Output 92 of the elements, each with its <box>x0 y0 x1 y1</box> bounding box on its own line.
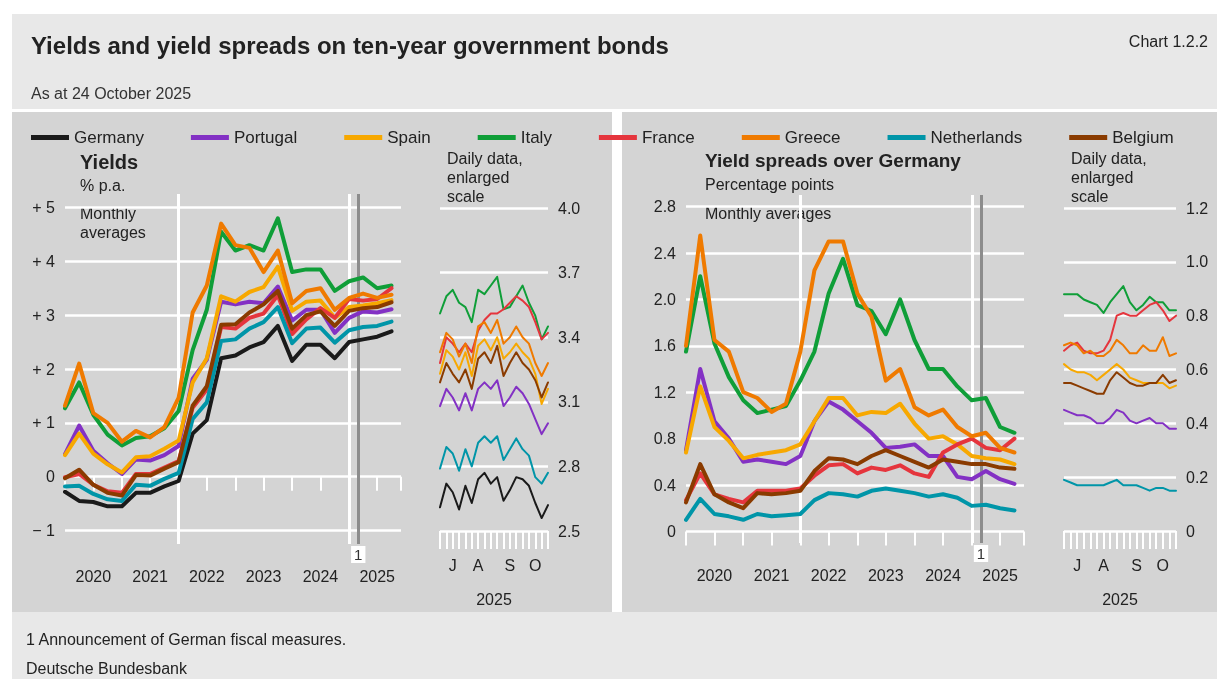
x-tick-label: 2020 <box>75 567 112 585</box>
y-tick-label: 3.7 <box>558 264 581 282</box>
legend-label: Netherlands <box>930 128 1023 147</box>
y-tick-label: 2.8 <box>558 457 581 475</box>
legend-label: Italy <box>520 128 553 147</box>
y-tick-label: 1.0 <box>1186 253 1209 271</box>
y-tick-label: 2.5 <box>558 522 581 540</box>
y-tick-label: 4.0 <box>558 199 581 217</box>
x-tick-label: 2025 <box>359 567 396 585</box>
text: 1 Announcement of German fiscal measures. <box>26 631 347 648</box>
line-series <box>1063 478 1177 492</box>
ref-line-label: 1 <box>976 545 986 562</box>
chart-title: Yields and yield spreads on ten-year government bonds <box>31 31 669 59</box>
y-axis-title: % p.a. <box>80 177 126 194</box>
ref-line-label: 1 <box>354 546 363 563</box>
x-tick-label: O <box>529 556 542 574</box>
line-series <box>439 344 549 399</box>
x-tick-label: 2024 <box>925 566 961 584</box>
line-series <box>684 256 1017 435</box>
line-series <box>1063 301 1177 355</box>
line-series <box>684 448 1017 511</box>
x-tick-label: 2025 <box>982 566 1018 584</box>
y-tick-label: 1.2 <box>1186 199 1209 217</box>
y-tick-label: 1.6 <box>653 337 677 355</box>
text: Daily data, enlarged scale <box>447 150 528 205</box>
y-tick-label: − 1 <box>32 522 56 540</box>
line-series <box>1063 363 1177 390</box>
line-series <box>1063 371 1177 395</box>
legend-label: Greece <box>784 128 841 147</box>
x-tick-label: 2021 <box>132 567 168 585</box>
caption: Chart 1.2.2 <box>1128 33 1209 50</box>
text: Yields <box>80 150 139 173</box>
x-tick-label: 2020 <box>696 566 733 584</box>
x-tick-label: 2022 <box>189 567 225 585</box>
legend-label: Portugal <box>233 128 298 147</box>
y-tick-label: 2.4 <box>653 244 677 262</box>
legend-label: Germany <box>74 128 145 147</box>
y-tick-label: 3.1 <box>558 393 581 411</box>
x-tick-label: O <box>1156 556 1170 574</box>
text: Deutsche Bundesbank <box>26 660 188 677</box>
y-tick-label: 0.4 <box>1186 414 1209 432</box>
x-tick-label: J <box>448 556 457 574</box>
x-tick-label: 2024 <box>302 567 339 585</box>
annotation: Monthly averages <box>705 205 832 222</box>
y-tick-label: + 4 <box>32 252 56 270</box>
line-series <box>684 486 1017 522</box>
line-series <box>439 379 549 436</box>
chart-subtitle: As at 24 October 2025 <box>31 84 192 102</box>
annotation: Monthly averages <box>80 205 146 241</box>
y-tick-label: 0.8 <box>1186 307 1209 325</box>
line-series <box>439 318 549 377</box>
line-series <box>1063 285 1177 314</box>
y-tick-label: 3.4 <box>558 328 581 346</box>
y-tick-label: 0.2 <box>1186 468 1209 486</box>
y-tick-label: 0.6 <box>1186 361 1209 378</box>
x-tick-label: 2023 <box>245 567 282 585</box>
x-tick-label: 2022 <box>810 566 847 584</box>
line-series <box>1063 408 1177 430</box>
y-tick-label: + 1 <box>32 414 56 432</box>
y-axis-title: Percentage points <box>705 176 834 193</box>
x-tick-label: J <box>1073 556 1082 574</box>
y-tick-label: 0.4 <box>653 476 677 494</box>
x-axis-title: 2025 <box>1102 591 1138 608</box>
y-tick-label: 2.0 <box>653 290 677 308</box>
line-series <box>684 384 1017 467</box>
x-tick-label: A <box>472 556 484 574</box>
x-tick-label: 2021 <box>753 566 790 584</box>
line-series <box>439 295 549 365</box>
legend-label: Belgium <box>1112 128 1174 147</box>
line-series <box>439 471 549 520</box>
line-series <box>1063 336 1177 358</box>
legend-label: Spain <box>387 128 431 147</box>
y-tick-label: + 5 <box>32 198 56 216</box>
x-tick-label: A <box>1098 556 1110 574</box>
text: Daily data, enlarged scale <box>1071 150 1152 205</box>
legend-label: France <box>641 128 695 147</box>
line-series <box>684 233 1017 455</box>
y-tick-label: + 3 <box>32 306 56 324</box>
line-series <box>439 435 549 485</box>
x-tick-label: S <box>504 556 516 574</box>
y-tick-label: 0 <box>46 468 56 486</box>
chart-title: Yield spreads over Germany <box>705 149 962 171</box>
x-axis-title: 2025 <box>476 591 512 608</box>
x-tick-label: 2023 <box>867 566 904 584</box>
x-tick-label: S <box>1131 556 1142 574</box>
line-series <box>439 336 549 405</box>
y-tick-label: 2.8 <box>653 198 677 216</box>
y-tick-label: 0.8 <box>653 430 677 448</box>
y-tick-label: 1.2 <box>653 383 677 401</box>
y-tick-label: 0 <box>667 522 677 540</box>
y-tick-label: + 2 <box>32 360 56 378</box>
y-tick-label: 0 <box>1186 522 1195 540</box>
